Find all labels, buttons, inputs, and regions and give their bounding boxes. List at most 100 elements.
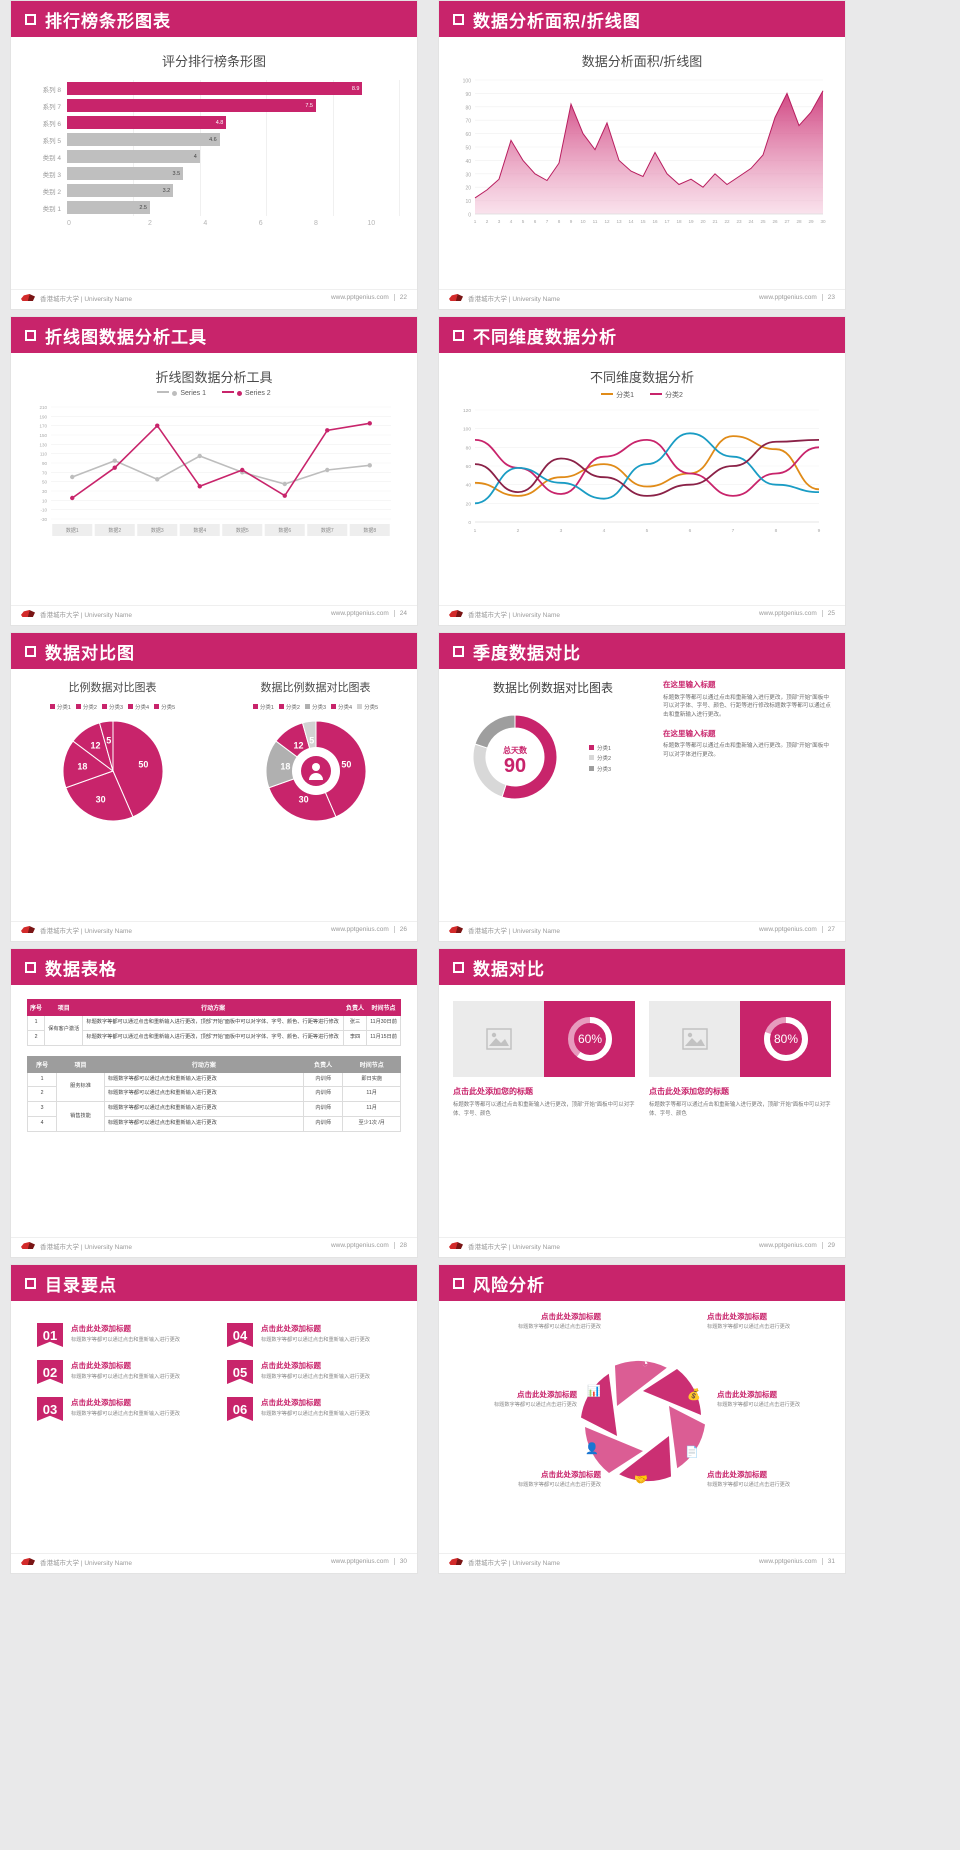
bar-label: 系列 6 xyxy=(42,120,61,128)
slide-data-comparison[interactable]: 数据对比 60% xyxy=(438,948,846,1258)
table-row[interactable]: 1 服务标准 标题数字等都可以通过点击和重新输入进行更改 内训师 即日实施 xyxy=(26,1071,401,1103)
pinwheel-blade[interactable] xyxy=(619,1424,688,1497)
slide-risk-analysis[interactable]: 风险分析 💰 📄 🤝 👤 📊 ◔ 点击此处添加标题 标题数字等都可以通过点击进行更改 点击此处… xyxy=(438,1264,846,1574)
legend-item[interactable]: 分类5 xyxy=(154,703,175,711)
footer-org-en: University Name xyxy=(512,927,560,935)
pinwheel-blade[interactable] xyxy=(648,1395,717,1469)
slide-pie-comparison[interactable]: 数据对比图 比例数据对比图表 分类1 分类2 分类3 分类4 分类5 50 30 18 12 5… xyxy=(10,632,418,942)
university-logo-icon xyxy=(21,610,35,617)
footer-org-en: University Name xyxy=(84,611,132,619)
legend-item[interactable]: Series 1 xyxy=(157,390,206,397)
svg-text:30: 30 xyxy=(298,794,308,804)
data-table-2[interactable]: 序号 项目 行动方案 负责人 时间节点 1 服务标准 标题数字等都可以通过点击和重新输入进行更… xyxy=(26,1055,401,1132)
bar-value: 8.9 xyxy=(67,82,363,95)
slide-area-chart[interactable]: 数据分析面积/折线图 数据分析面积/折线图 100 90 80 70 60 50 40 30 2… xyxy=(438,0,846,310)
toc-item[interactable]: 06 点击此处添加标题 标题数字等都可以通过点击和重新输入进行更改 xyxy=(227,1397,391,1421)
data-table-1[interactable]: 序号 项目 行动方案 负责人 时间节点 1 保有客户激活 标题数字等都可以通过点击和重新输入进… xyxy=(26,999,401,1046)
toc-item[interactable]: 05 点击此处添加标题 标题数字等都可以通过点击和重新输入进行更改 xyxy=(227,1360,391,1384)
footer-url[interactable]: www.pptgenius.com xyxy=(758,1558,817,1565)
footer-org-en: University Name xyxy=(84,927,132,935)
svg-text:20: 20 xyxy=(465,186,471,192)
table-row[interactable]: 1 保有客户激活 标题数字等都可以通过点击和重新输入进行更改，顶部“开始”面板中可以… xyxy=(26,1015,401,1046)
risk-label-body: 标题数字等都可以通过点击进行更改 xyxy=(493,1402,577,1408)
legend-item[interactable]: 分类4 xyxy=(331,703,352,711)
table-cell: 11月 xyxy=(342,1101,401,1117)
risk-label[interactable]: 点击此处添加标题 标题数字等都可以通过点击进行更改 xyxy=(717,1389,835,1410)
table-row[interactable]: 3 销售技能 标题数字等都可以通过点击和重新输入进行更改 内训师 11月 xyxy=(26,1101,401,1132)
toc-item[interactable]: 02 点击此处添加标题 标题数字等都可以通过点击和重新输入进行更改 xyxy=(37,1360,201,1384)
toc-item[interactable]: 04 点击此处添加标题 标题数字等都可以通过点击和重新输入进行更改 xyxy=(227,1323,391,1347)
slide-bar-ranking[interactable]: 排行榜条形图表 评分排行榜条形图 系列 8 8.9 系列 7 7.5 系列 6 4.8 系列… xyxy=(10,0,418,310)
slide-line-tool[interactable]: 折线图数据分析工具 折线图数据分析工具 Series 1 Series 2 21… xyxy=(10,316,418,626)
risk-label[interactable]: 点击此处添加标题 标题数字等都可以通过点击进行更改 xyxy=(483,1469,601,1490)
square-bullet-icon xyxy=(453,329,464,341)
slide-quarterly-comparison[interactable]: 季度数据对比 数据比例数据对比图表 总天数 90 分类1 分类2 分类3 在这里输入标… xyxy=(438,632,846,942)
legend-item[interactable]: 分类3 xyxy=(304,703,326,711)
pinwheel-blade[interactable] xyxy=(585,1427,643,1473)
table-cell: 1 xyxy=(26,1071,58,1088)
footer-url[interactable]: www.pptgenius.com xyxy=(758,294,817,301)
legend-item[interactable]: 分类1 xyxy=(252,703,274,711)
footer-url[interactable]: www.pptgenius.com xyxy=(330,1242,389,1249)
square-bullet-icon xyxy=(453,13,464,25)
table-row[interactable]: 2 标题数字等都可以通过点击和重新输入进行更改，顶部“开始”面板中可以对字体、字号… xyxy=(26,1029,401,1046)
page-number: 31 xyxy=(821,1558,835,1565)
toc-item[interactable]: 01 点击此处添加标题 标题数字等都可以通过点击和重新输入进行更改 xyxy=(37,1323,201,1347)
slide-multi-dimension[interactable]: 不同维度数据分析 不同维度数据分析 分类1 分类2 120 100 80 60 40 20… xyxy=(438,316,846,626)
risk-label[interactable]: 点击此处添加标题 标题数字等都可以通过点击进行更改 xyxy=(483,1311,601,1332)
footer-url[interactable]: www.pptgenius.com xyxy=(330,1558,389,1565)
table-cell: 标题数字等都可以通过点击和重新输入进行更改，顶部“开始”面板中可以对字体、字号、… xyxy=(82,1029,344,1046)
footer-url[interactable]: www.pptgenius.com xyxy=(330,294,389,301)
footer-url[interactable]: www.pptgenius.com xyxy=(758,1242,817,1249)
footer-org-cn: 香港城市大学 xyxy=(468,1559,507,1567)
legend-item[interactable]: 分类1 xyxy=(601,390,634,400)
svg-text:17: 17 xyxy=(664,219,670,224)
x-tick: 6 xyxy=(258,220,263,227)
svg-text:30: 30 xyxy=(95,794,105,804)
svg-text:数据6: 数据6 xyxy=(278,527,291,534)
legend-item[interactable]: 分类5 xyxy=(357,703,378,711)
risk-label-body: 标题数字等都可以通过点击进行更改 xyxy=(517,1324,601,1330)
square-bullet-icon xyxy=(453,645,464,657)
legend-item[interactable]: 分类1 xyxy=(49,703,71,711)
percent-ring: 60% xyxy=(544,1001,635,1077)
pinwheel-blade[interactable] xyxy=(598,1345,667,1418)
table-row[interactable]: 2 标题数字等都可以通过点击和重新输入进行更改 内训师 11月 xyxy=(26,1086,401,1103)
slide-footer: 香港城市大学 | University Name www.pptgenius.c… xyxy=(11,605,417,621)
comparison-card[interactable]: 60% 点击此处添加您的标题 标题数字等都可以通过点击和重新输入进行更改，顶部“… xyxy=(453,1001,635,1118)
table-cell: 2 xyxy=(26,1029,46,1046)
toc-item[interactable]: 03 点击此处添加标题 标题数字等都可以通过点击和重新输入进行更改 xyxy=(37,1397,201,1421)
legend-item[interactable]: 分类4 xyxy=(128,703,149,711)
risk-label[interactable]: 点击此处添加标题 标题数字等都可以通过点击进行更改 xyxy=(459,1389,577,1410)
legend-item[interactable]: 分类3 xyxy=(101,703,123,711)
table-row[interactable]: 4 标题数字等都可以通过点击和重新输入进行更改 内训师 至少1次 /月 xyxy=(26,1115,401,1132)
footer-url[interactable]: www.pptgenius.com xyxy=(330,610,389,617)
legend-item[interactable]: 分类3 xyxy=(589,765,611,775)
legend-item[interactable]: Series 2 xyxy=(222,390,271,397)
slide-title: 目录要点 xyxy=(45,1275,117,1295)
footer-url[interactable]: www.pptgenius.com xyxy=(330,926,389,933)
money-bag-icon: 💰 xyxy=(687,1388,701,1401)
slide-toc[interactable]: 目录要点 01 点击此处添加标题 标题数字等都可以通过点击和重新输入进行更改 04 点击… xyxy=(10,1264,418,1574)
pinwheel-blade[interactable] xyxy=(569,1373,638,1447)
svg-text:3: 3 xyxy=(498,219,501,224)
chart-title: 数据分析面积/折线图 xyxy=(581,54,703,69)
comparison-card[interactable]: 80% 点击此处添加您的标题 标题数字等都可以通过点击和重新输入进行更改，顶部“… xyxy=(649,1001,831,1118)
multi-line-chart: 120 100 80 60 40 20 01 2 3 4 5 6 7 8 9 xyxy=(463,408,821,534)
footer-url[interactable]: www.pptgenius.com xyxy=(758,610,817,617)
svg-text:5: 5 xyxy=(309,735,314,745)
svg-text:数据4: 数据4 xyxy=(193,527,206,534)
footer-url[interactable]: www.pptgenius.com xyxy=(758,926,817,933)
legend-item[interactable]: 分类2 xyxy=(650,390,683,400)
risk-label[interactable]: 点击此处添加标题 标题数字等都可以通过点击进行更改 xyxy=(707,1469,825,1490)
pinwheel-blade[interactable] xyxy=(643,1369,701,1415)
svg-text:10: 10 xyxy=(580,219,586,224)
risk-label[interactable]: 点击此处添加标题 标题数字等都可以通过点击进行更改 xyxy=(707,1311,825,1332)
legend-item[interactable]: 分类2 xyxy=(589,754,611,764)
toc-body: 标题数字等都可以通过点击和重新输入进行更改 xyxy=(71,1411,180,1417)
legend-item[interactable]: 分类2 xyxy=(278,703,300,711)
legend-item[interactable]: 分类2 xyxy=(75,703,97,711)
legend-item[interactable]: 分类1 xyxy=(589,744,611,754)
slide-data-tables[interactable]: 数据表格 序号 项目 行动方案 负责人 时间节点 1 保有客户激活 标题数字等都可以通过点击和… xyxy=(10,948,418,1258)
